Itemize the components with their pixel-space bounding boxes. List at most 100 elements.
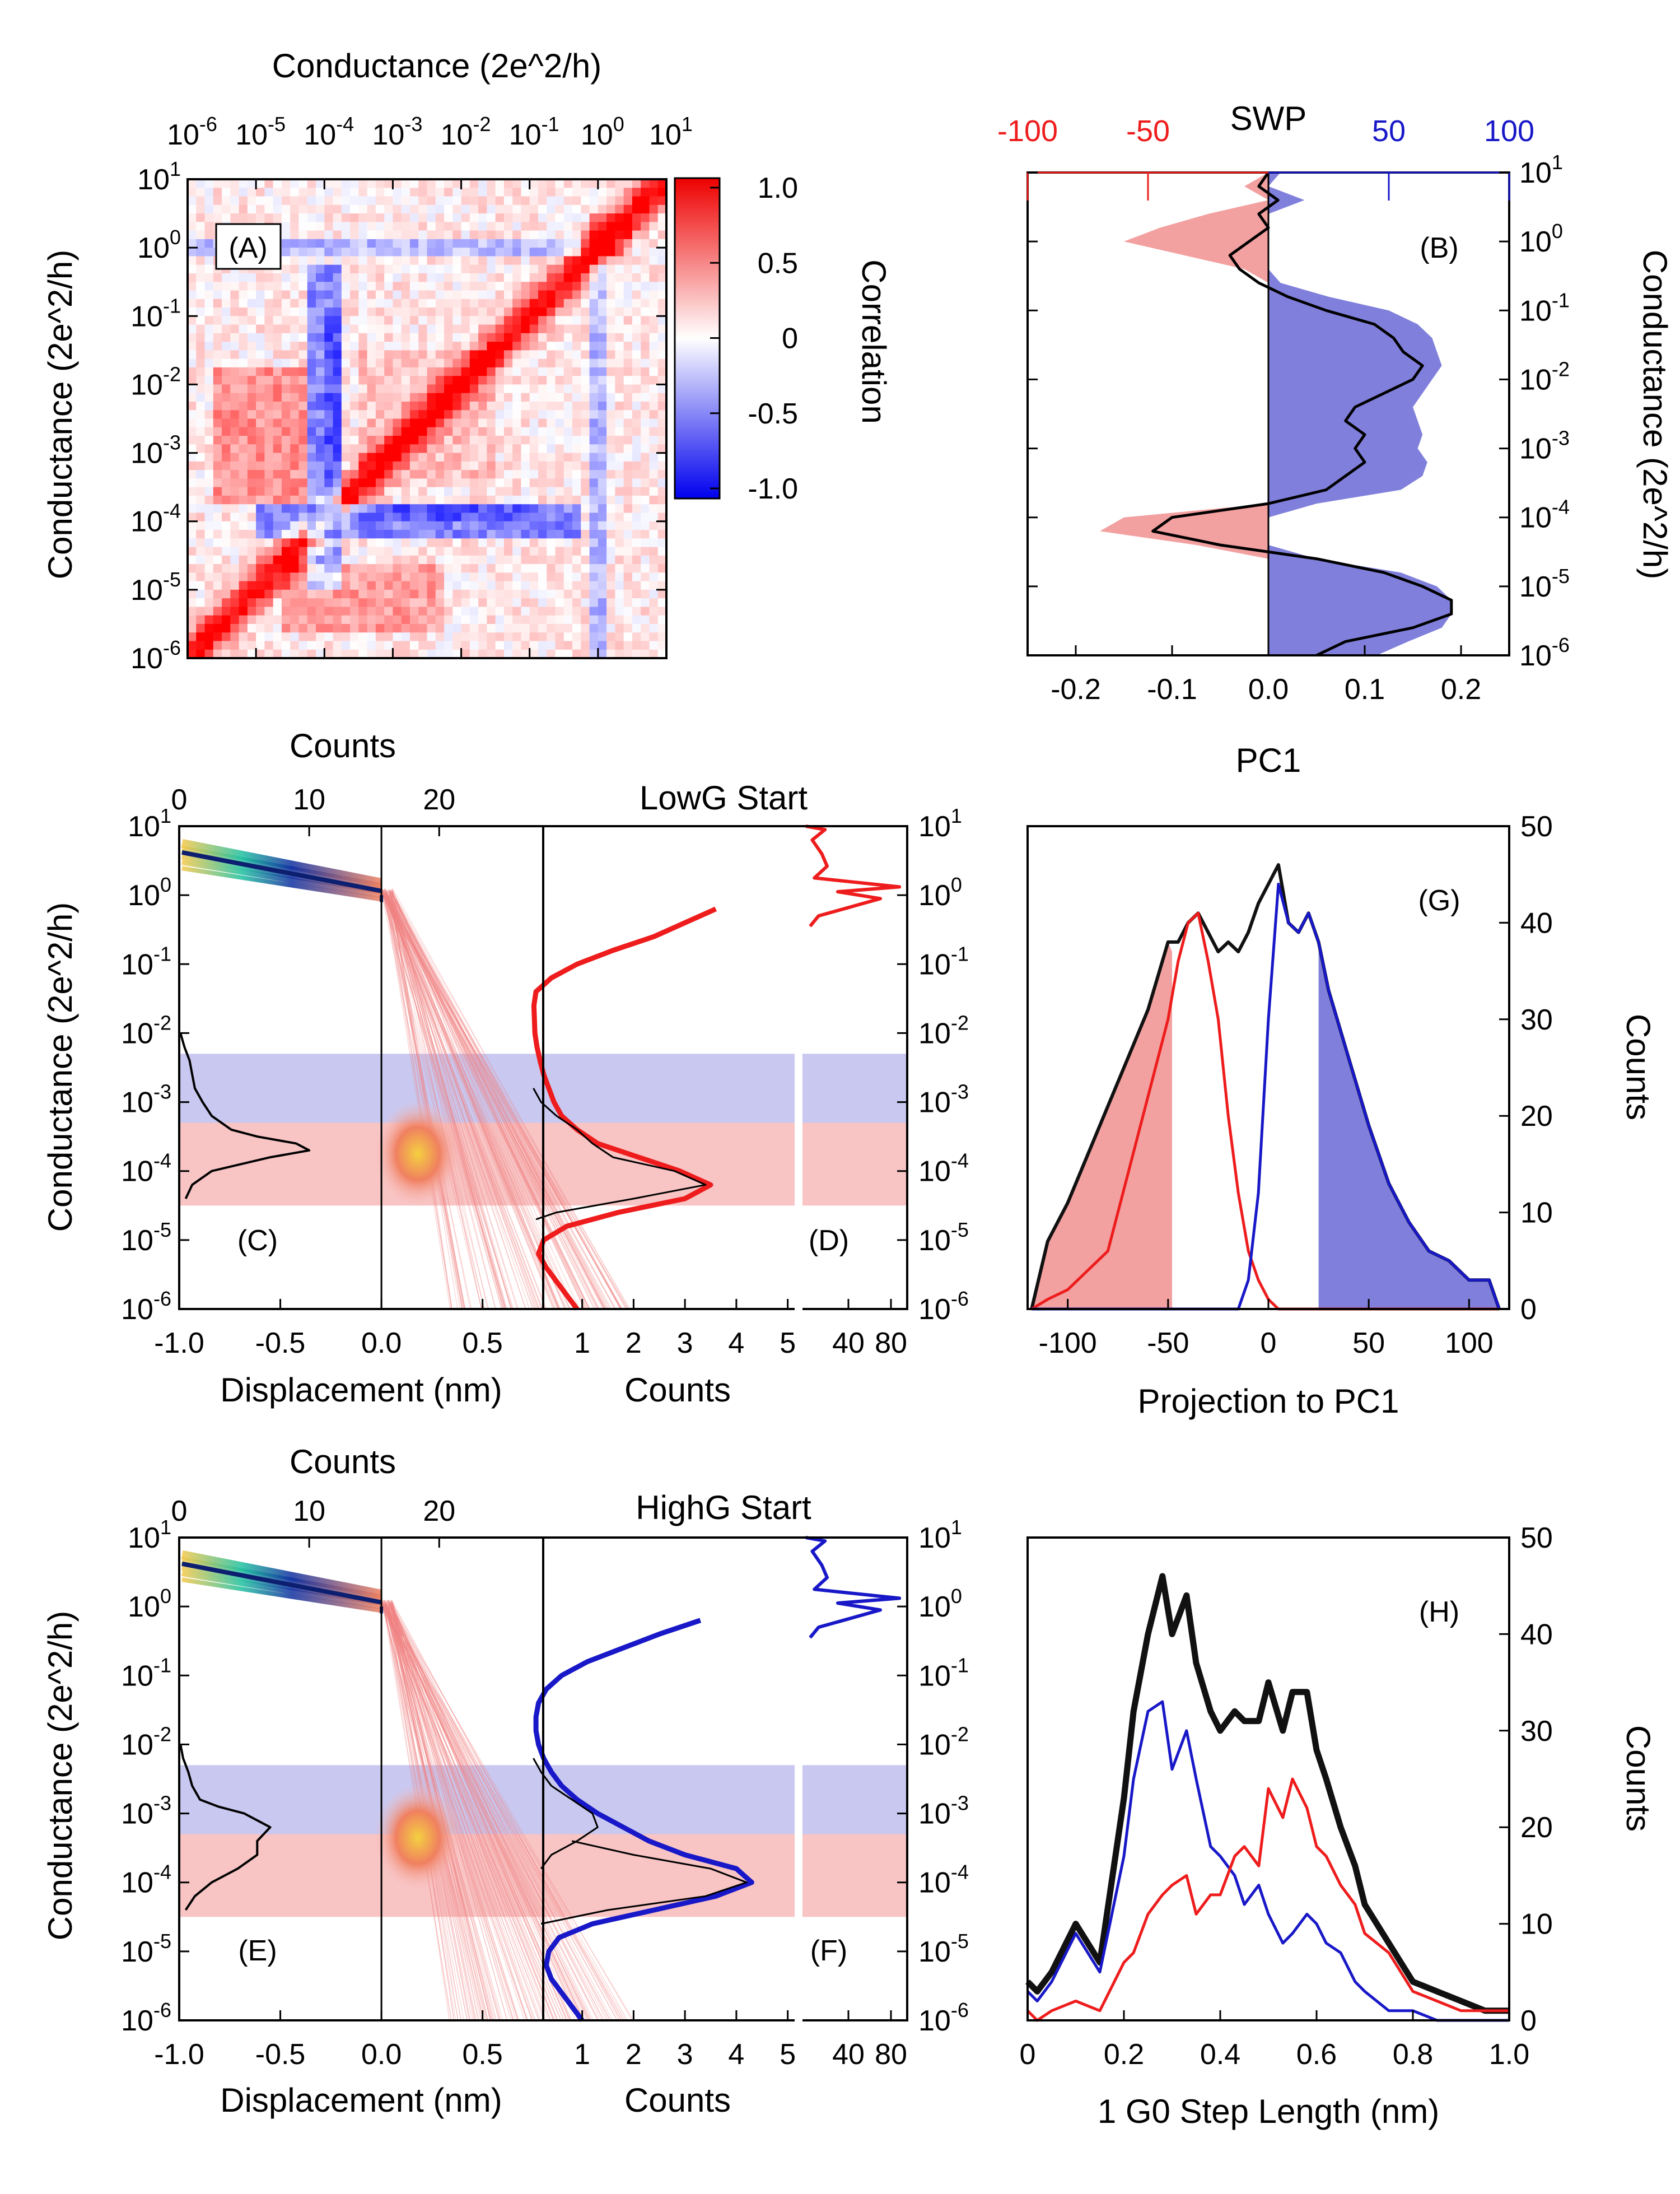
heatmap-cell: [230, 521, 240, 530]
heatmap-cell: [657, 273, 667, 282]
heatmap-cell: [264, 623, 274, 633]
y-tick-label: 10: [1520, 1197, 1553, 1229]
heatmap-cell: [444, 393, 453, 402]
heatmap-cell: [529, 572, 539, 582]
heatmap-cell: [572, 555, 581, 565]
x-tick-label: 80: [875, 2038, 907, 2071]
heatmap-cell: [409, 248, 419, 257]
heatmap-cell: [204, 282, 214, 291]
heatmap-cell: [393, 495, 402, 505]
heatmap-cell: [324, 256, 334, 265]
heatmap-cell: [555, 427, 564, 436]
trace-line: [391, 892, 482, 1310]
heatmap-cell: [547, 316, 556, 325]
heatmap-cell: [281, 299, 291, 308]
heatmap-cell: [375, 230, 385, 240]
heatmap-cell: [512, 248, 522, 257]
heatmap-cell: [529, 436, 539, 445]
trace-line: [385, 892, 526, 1310]
heatmap-cell: [589, 555, 599, 565]
heatmap-cell: [563, 196, 573, 206]
heatmap-cell: [222, 308, 231, 316]
heatmap-cell: [307, 179, 316, 188]
heatmap-cell: [281, 581, 291, 590]
heatmap-cell: [512, 547, 522, 556]
heatmap-cell: [341, 188, 351, 197]
heatmap-cell: [563, 572, 573, 582]
tick-exponent: -4: [163, 500, 181, 523]
heatmap-cell: [247, 350, 256, 360]
heatmap-cell: [196, 213, 206, 222]
heatmap-cell: [615, 196, 624, 206]
heatmap-cell: [316, 316, 325, 325]
heatmap-cell: [324, 521, 334, 530]
heatmap-cell: [512, 393, 522, 402]
heatmap-cell: [495, 367, 505, 376]
heatmap-cell: [188, 641, 197, 650]
heatmap-cell: [298, 581, 308, 590]
heatmap-cell: [452, 410, 462, 420]
heatmap-cell: [581, 316, 590, 325]
tick-exponent: -5: [268, 113, 286, 136]
heatmap-cell: [333, 273, 342, 282]
tick-exponent: -6: [163, 636, 181, 659]
heatmap-cell: [452, 581, 462, 590]
heatmap-cell: [598, 529, 607, 539]
heatmap-cell: [632, 316, 641, 325]
heatmap-cell: [298, 333, 308, 342]
heatmap-cell: [589, 453, 599, 462]
heatmap-cell: [503, 607, 513, 616]
heatmap-cell: [384, 264, 394, 274]
heatmap-cell: [264, 504, 274, 514]
heatmap-cell: [563, 581, 573, 590]
heatmap-cell: [521, 264, 530, 274]
heatmap-cell: [547, 487, 556, 496]
panel-b: SWP -0.2 -0.1 0.0 0.1 0.2-100 -50 50 1001011001…: [997, 100, 1674, 779]
heatmap-cell: [469, 324, 479, 334]
heatmap-cell: [418, 401, 428, 411]
heatmap-cell: [247, 316, 256, 325]
heatmap-cell: [290, 564, 300, 573]
trace-line: [389, 1600, 602, 2021]
heatmap-cell: [487, 504, 496, 514]
heatmap-cell: [298, 393, 308, 402]
heatmap-cell: [598, 632, 607, 642]
trace-line: [392, 1601, 620, 2021]
heatmap-cell: [409, 581, 419, 590]
heatmap-cell: [256, 487, 265, 496]
heatmap-cell: [427, 384, 436, 394]
heatmap-cell: [547, 623, 556, 633]
heatmap-cell: [427, 495, 436, 505]
heatmap-cell: [273, 572, 282, 582]
heatmap-cell: [333, 529, 342, 539]
heatmap-cell: [427, 196, 436, 206]
heatmap-cell: [606, 418, 615, 428]
heatmap-cell: [555, 350, 564, 360]
heatmap-cell: [273, 376, 282, 385]
heatmap-cell: [333, 333, 342, 342]
heatmap-cell: [324, 623, 334, 633]
heatmap-cell: [307, 222, 316, 231]
heatmap-cell: [204, 230, 214, 240]
heatmap-cell: [452, 504, 462, 514]
panel-g-ylabel: Counts: [1620, 1014, 1657, 1120]
heatmap-cell: [281, 324, 291, 334]
heatmap-cell: [495, 239, 505, 248]
panel-h-xlabel: 1 G0 Step Length (nm): [1098, 2093, 1439, 2130]
tick-base: 10: [441, 119, 473, 151]
heatmap-cell: [375, 358, 385, 368]
heatmap-cell: [615, 589, 624, 599]
heatmap-cell: [572, 495, 581, 505]
tick-exponent: -6: [199, 113, 217, 136]
heatmap-cell: [444, 461, 453, 471]
heatmap-cell: [307, 324, 316, 334]
heatmap-cell: [384, 641, 394, 650]
g0-streak: [181, 866, 382, 902]
heatmap-cell: [367, 282, 376, 291]
heatmap-cell: [547, 564, 556, 573]
trace-line: [390, 1602, 571, 2021]
heatmap-cell: [341, 444, 351, 454]
heatmap-cell: [469, 572, 479, 582]
heatmap-cell: [188, 230, 197, 240]
heatmap-cell: [333, 641, 342, 650]
